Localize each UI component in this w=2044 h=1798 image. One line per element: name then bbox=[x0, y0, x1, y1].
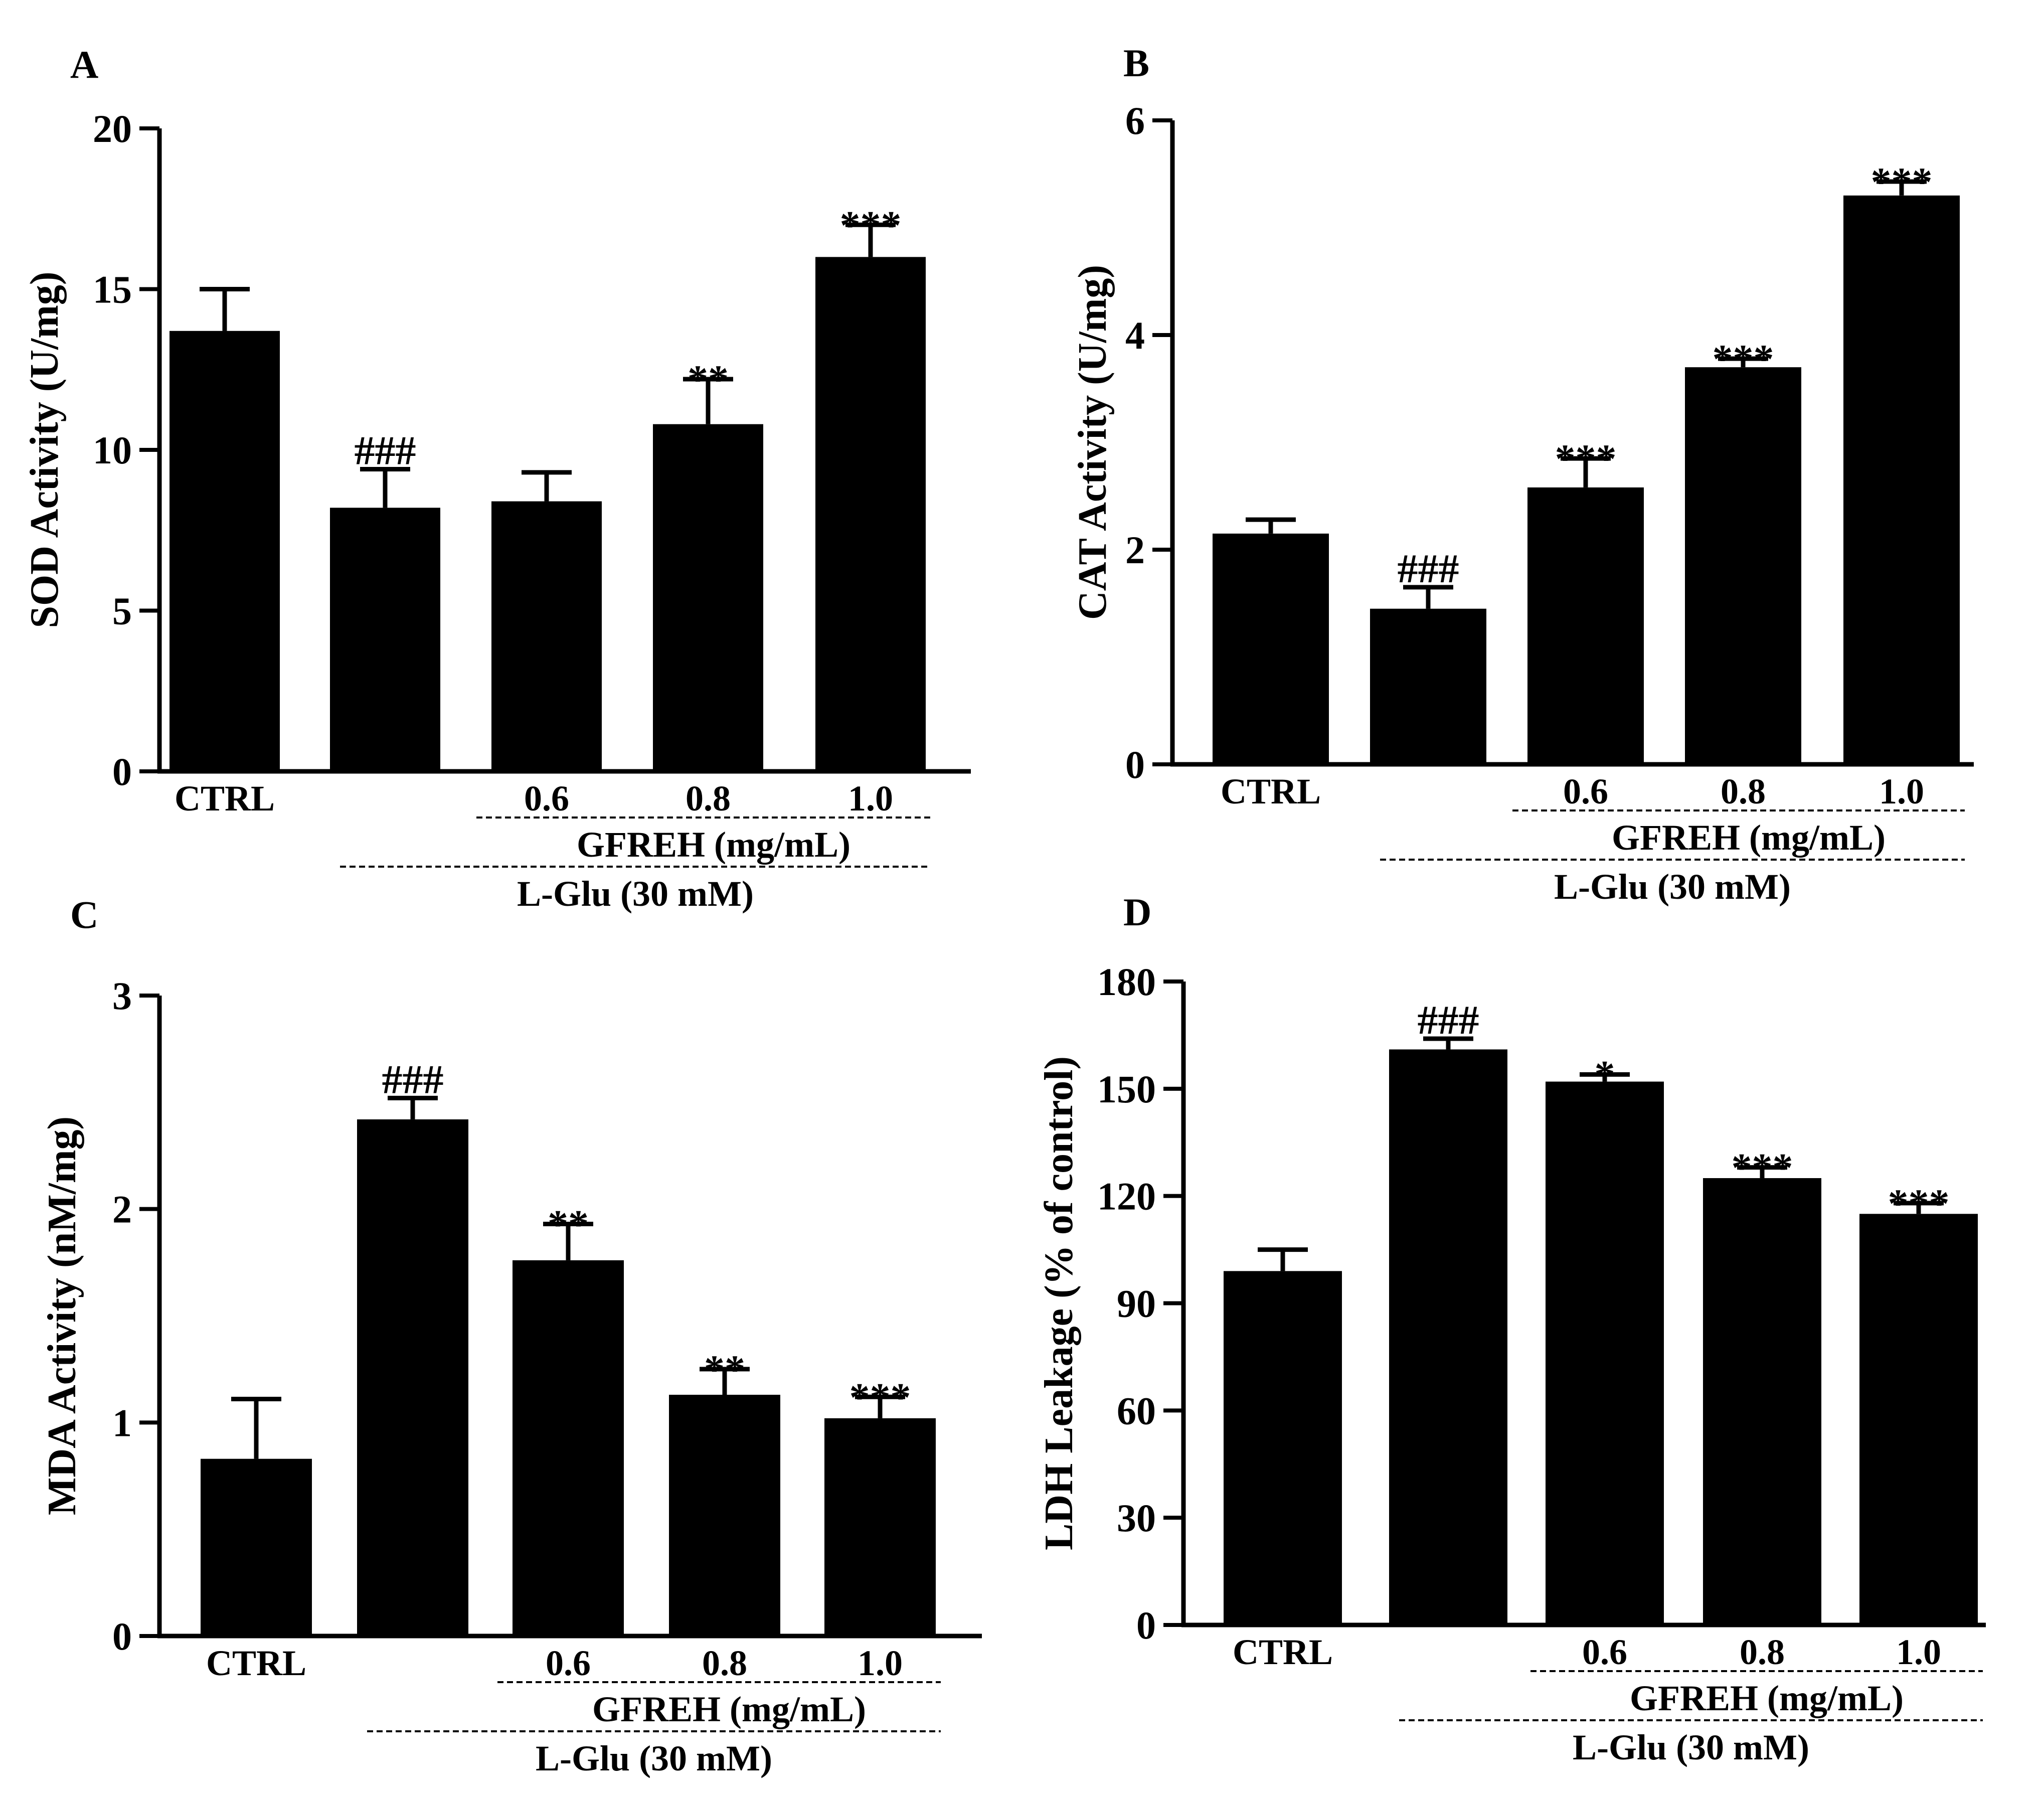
significance-marker: *** bbox=[1888, 1181, 1950, 1226]
bar bbox=[1703, 1178, 1821, 1625]
significance-marker: * bbox=[1595, 1052, 1615, 1097]
y-tick-label: 0 bbox=[1136, 1603, 1156, 1647]
bar bbox=[357, 1119, 468, 1636]
panel-letter: C bbox=[70, 893, 98, 936]
bar bbox=[815, 257, 926, 771]
inducer-group-label: L-Glu (30 mM) bbox=[517, 874, 754, 914]
y-tick-label: 60 bbox=[1117, 1389, 1156, 1432]
significance-marker: *** bbox=[1555, 436, 1617, 481]
significance-marker: ### bbox=[355, 427, 416, 473]
significance-marker: ### bbox=[1398, 546, 1459, 591]
bar bbox=[201, 1458, 312, 1636]
y-tick-label: 20 bbox=[93, 107, 132, 150]
significance-marker: *** bbox=[840, 202, 902, 248]
y-tick-label: 0 bbox=[112, 1614, 132, 1658]
y-tick-label: 120 bbox=[1097, 1175, 1156, 1218]
bar bbox=[513, 1260, 624, 1636]
x-tick-label: CTRL bbox=[1221, 771, 1321, 811]
significance-marker: ** bbox=[688, 357, 729, 402]
bar bbox=[1685, 367, 1801, 764]
inducer-group-label: L-Glu (30 mM) bbox=[1573, 1727, 1809, 1767]
x-tick-label: CTRL bbox=[206, 1643, 306, 1683]
x-tick-label: 1.0 bbox=[858, 1643, 903, 1683]
y-tick-label: 180 bbox=[1097, 960, 1156, 1004]
x-tick-label: 1.0 bbox=[1879, 771, 1924, 811]
y-tick-label: 15 bbox=[93, 268, 132, 311]
bar bbox=[1224, 1271, 1342, 1625]
y-tick-label: 2 bbox=[112, 1188, 132, 1231]
significance-marker: ### bbox=[1418, 997, 1479, 1043]
treatment-group-label: GFREH (mg/mL) bbox=[577, 825, 850, 865]
significance-marker: *** bbox=[1871, 159, 1933, 205]
y-tick-label: 10 bbox=[93, 428, 132, 472]
y-axis-title: MDA Activity (nM/mg) bbox=[40, 1116, 84, 1515]
y-tick-label: 0 bbox=[1125, 743, 1145, 786]
y-tick-label: 150 bbox=[1097, 1067, 1156, 1111]
bar bbox=[1527, 487, 1644, 764]
x-tick-label: CTRL bbox=[175, 778, 275, 819]
bar bbox=[1389, 1049, 1507, 1625]
bar bbox=[491, 501, 602, 771]
bar bbox=[1370, 608, 1486, 764]
y-tick-label: 1 bbox=[112, 1401, 132, 1444]
bar bbox=[1546, 1081, 1664, 1625]
y-tick-label: 90 bbox=[1117, 1282, 1156, 1326]
x-tick-label: 1.0 bbox=[1896, 1632, 1941, 1672]
significance-marker: ** bbox=[548, 1201, 589, 1247]
y-tick-label: 2 bbox=[1125, 528, 1145, 572]
bar bbox=[1843, 195, 1960, 764]
x-tick-label: 0.8 bbox=[1721, 771, 1766, 811]
y-tick-label: 4 bbox=[1125, 313, 1145, 357]
x-tick-label: 0.8 bbox=[1740, 1632, 1785, 1672]
significance-marker: *** bbox=[1713, 336, 1774, 382]
bar bbox=[669, 1394, 780, 1636]
x-tick-label: 1.0 bbox=[848, 778, 893, 819]
bar bbox=[824, 1418, 936, 1636]
panel-letter: B bbox=[1123, 41, 1149, 85]
x-tick-label: 0.6 bbox=[1563, 771, 1608, 811]
y-tick-label: 3 bbox=[112, 974, 132, 1018]
significance-marker: ### bbox=[382, 1056, 444, 1102]
treatment-group-label: GFREH (mg/mL) bbox=[1612, 818, 1886, 858]
treatment-group-label: GFREH (mg/mL) bbox=[592, 1689, 866, 1729]
bar bbox=[653, 424, 763, 771]
x-tick-label: CTRL bbox=[1233, 1632, 1333, 1672]
bar bbox=[1213, 533, 1329, 764]
y-tick-label: 5 bbox=[112, 589, 132, 633]
x-tick-label: 0.6 bbox=[546, 1643, 591, 1683]
inducer-group-label: L-Glu (30 mM) bbox=[536, 1738, 772, 1778]
bar bbox=[1859, 1214, 1978, 1625]
y-tick-label: 0 bbox=[112, 750, 132, 793]
y-tick-label: 6 bbox=[1125, 99, 1145, 142]
bar bbox=[169, 331, 280, 771]
bar bbox=[330, 508, 440, 771]
y-axis-title: LDH Leakage (% of control) bbox=[1037, 1056, 1081, 1550]
significance-marker: ** bbox=[704, 1347, 745, 1392]
y-tick-label: 30 bbox=[1117, 1496, 1156, 1540]
x-tick-label: 0.8 bbox=[686, 778, 731, 819]
y-axis-title: SOD Activity (U/mg) bbox=[23, 271, 67, 628]
x-tick-label: 0.6 bbox=[524, 778, 569, 819]
significance-marker: *** bbox=[849, 1374, 911, 1420]
treatment-group-label: GFREH (mg/mL) bbox=[1630, 1678, 1904, 1718]
inducer-group-label: L-Glu (30 mM) bbox=[1554, 867, 1791, 907]
panel-letter: A bbox=[70, 43, 98, 86]
panel-letter: D bbox=[1123, 890, 1151, 934]
x-tick-label: 0.6 bbox=[1582, 1632, 1627, 1672]
significance-marker: *** bbox=[1732, 1145, 1793, 1191]
y-axis-title: CAT Activity (U/mg) bbox=[1071, 265, 1115, 620]
x-tick-label: 0.8 bbox=[702, 1643, 747, 1683]
